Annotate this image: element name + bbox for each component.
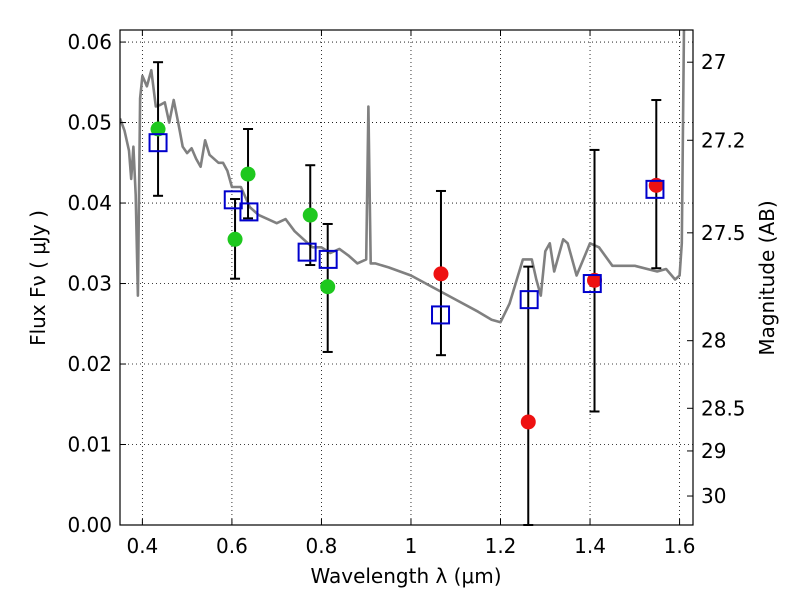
right-tick-label: 28 bbox=[701, 329, 726, 353]
axis-ticks: 0.4 0.6 0.8 1 1.2 1.4 1.6 0.00 0.01 0.02 0.03 0.04 0… bbox=[67, 30, 746, 558]
x-tick-label: 0.4 bbox=[126, 534, 158, 558]
model-point bbox=[582, 274, 602, 294]
right-tick-label: 27 bbox=[701, 50, 726, 74]
x-tick-label: 0.6 bbox=[216, 534, 248, 558]
model-point bbox=[223, 190, 243, 210]
model-point bbox=[645, 179, 665, 199]
model-point bbox=[297, 242, 317, 262]
right-tick-label: 30 bbox=[701, 484, 726, 508]
model-point bbox=[318, 249, 338, 269]
y-tick-label: 0.03 bbox=[67, 272, 112, 296]
plot-area bbox=[120, 30, 686, 526]
model-point bbox=[519, 290, 539, 310]
x-tick-label: 1 bbox=[405, 534, 418, 558]
y-tick-label: 0.01 bbox=[67, 433, 112, 457]
y-tick-label: 0.02 bbox=[67, 352, 112, 376]
data-point bbox=[227, 231, 243, 247]
y-tick-label: 0.06 bbox=[67, 30, 112, 54]
data-point bbox=[150, 121, 166, 137]
x-tick-label: 0.8 bbox=[306, 534, 338, 558]
x-tick-label: 1.2 bbox=[485, 534, 517, 558]
y-axis-label: Flux Fν ( μJy ) bbox=[26, 210, 50, 346]
model-point bbox=[431, 305, 451, 325]
x-axis-label: Wavelength λ (μm) bbox=[310, 564, 501, 588]
data-point bbox=[320, 279, 336, 295]
data-point bbox=[433, 266, 449, 282]
grid bbox=[120, 30, 693, 526]
x-tick-label: 1.6 bbox=[664, 534, 696, 558]
right-tick-label: 29 bbox=[701, 439, 726, 463]
y-axis-right-label: Magnitude (AB) bbox=[755, 200, 779, 355]
model-point bbox=[239, 202, 259, 222]
right-tick-label: 27.5 bbox=[701, 221, 746, 245]
right-tick-label: 28.5 bbox=[701, 396, 746, 420]
model-point bbox=[148, 133, 168, 153]
y-tick-label: 0.04 bbox=[67, 191, 112, 215]
plot-frame bbox=[119, 29, 694, 526]
y-tick-label: 0.00 bbox=[67, 513, 112, 537]
right-tick-label: 27.2 bbox=[701, 128, 746, 152]
y-tick-label: 0.05 bbox=[67, 111, 112, 135]
template-spectrum-line bbox=[120, 30, 686, 324]
data-point bbox=[240, 166, 256, 182]
data-point bbox=[520, 414, 536, 430]
data-point bbox=[587, 272, 603, 288]
data-point bbox=[302, 207, 318, 223]
x-tick-label: 1.4 bbox=[574, 534, 606, 558]
